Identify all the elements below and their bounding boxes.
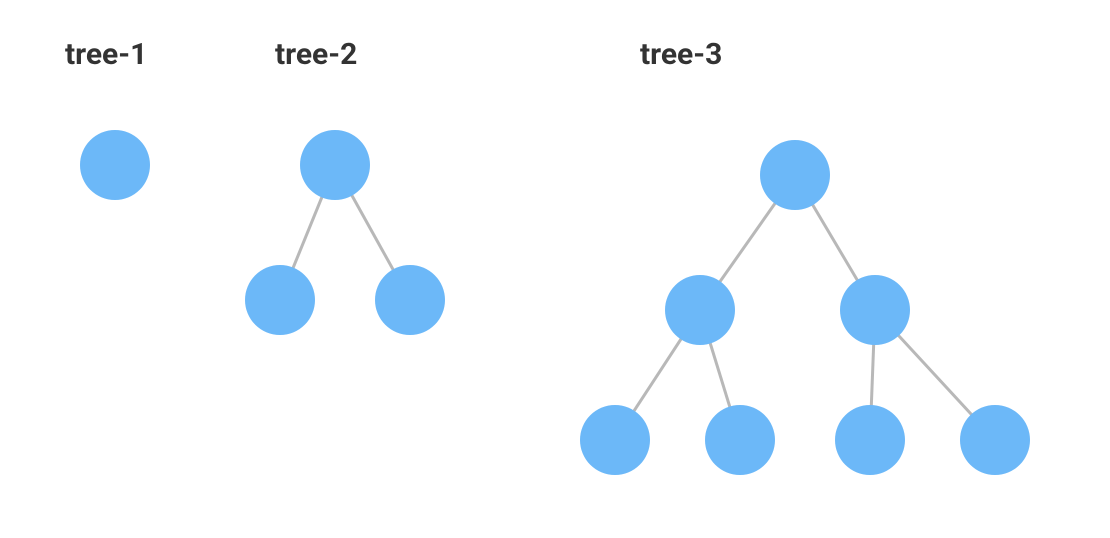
tree-2: tree-2 bbox=[245, 37, 445, 335]
tree-node bbox=[245, 265, 315, 335]
tree-node bbox=[80, 130, 150, 200]
tree-node bbox=[840, 275, 910, 345]
tree-node bbox=[705, 405, 775, 475]
tree-1-nodes bbox=[80, 130, 150, 200]
tree-3: tree-3 bbox=[580, 37, 1030, 475]
tree-node bbox=[960, 405, 1030, 475]
tree-2-nodes bbox=[245, 130, 445, 335]
tree-node bbox=[580, 405, 650, 475]
tree-node bbox=[300, 130, 370, 200]
tree-1-title: tree-1 bbox=[65, 37, 147, 72]
tree-3-title: tree-3 bbox=[640, 37, 722, 72]
tree-3-nodes bbox=[580, 140, 1030, 475]
tree-1: tree-1 bbox=[65, 37, 150, 200]
tree-node bbox=[760, 140, 830, 210]
tree-node bbox=[665, 275, 735, 345]
tree-2-title: tree-2 bbox=[275, 37, 357, 72]
tree-node bbox=[375, 265, 445, 335]
tree-node bbox=[835, 405, 905, 475]
